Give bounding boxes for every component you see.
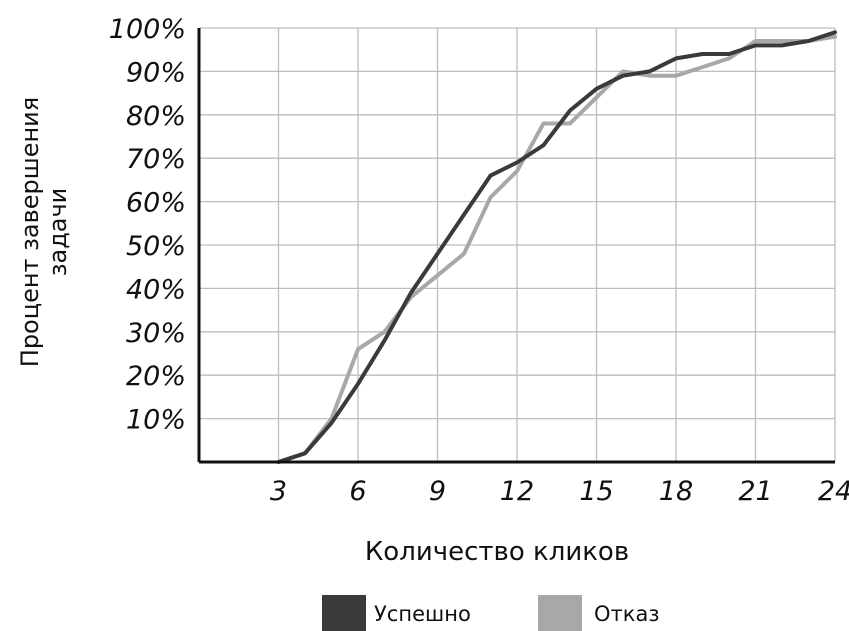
y-tick-label: 10%: [126, 405, 186, 436]
x-tick-label: 9: [429, 476, 446, 507]
x-tick-label: 21: [738, 476, 772, 507]
legend-label-failure: Отказ: [594, 602, 659, 626]
legend-swatch-success: [322, 595, 366, 631]
x-tick-label: 18: [659, 476, 693, 507]
x-axis-title: Количество кликов: [365, 537, 629, 567]
x-tick-labels: 3 6 9 12 15 18 21 24: [270, 476, 849, 507]
y-tick-label: 60%: [126, 188, 186, 219]
x-tick-label: 3: [270, 476, 287, 507]
series-line-success: [276, 30, 837, 464]
x-tick-label: 24: [818, 476, 849, 507]
y-tick-label: 70%: [126, 144, 186, 175]
y-tick-label: 90%: [126, 57, 186, 88]
y-tick-label: 30%: [126, 318, 186, 349]
y-axis-title: Процент завершения задачи: [16, 97, 72, 367]
y-axis-title-line-2: задачи: [44, 188, 72, 277]
y-tick-label: 50%: [126, 231, 186, 262]
legend-item-failure: Отказ: [538, 595, 659, 631]
legend: Успешно Отказ: [322, 595, 659, 631]
axes: [197, 28, 835, 464]
legend-swatch-failure: [538, 595, 582, 631]
y-tick-label: 80%: [126, 101, 186, 132]
y-tick-label: 100%: [109, 14, 186, 45]
x-tick-label: 12: [500, 476, 534, 507]
y-axis-title-line-1: Процент завершения: [16, 97, 44, 367]
x-tick-label: 15: [579, 476, 613, 507]
y-tick-label: 20%: [126, 361, 186, 392]
legend-label-success: Успешно: [374, 602, 471, 626]
series-layer: [276, 30, 837, 464]
x-tick-label: 6: [349, 476, 366, 507]
y-tick-labels: 10% 20% 30% 40% 50% 60% 70% 80% 90% 100%: [109, 14, 186, 436]
legend-item-success: Успешно: [322, 595, 471, 631]
grid: [199, 27, 836, 462]
series-line-failure: [276, 34, 837, 464]
y-tick-label: 40%: [126, 274, 186, 305]
